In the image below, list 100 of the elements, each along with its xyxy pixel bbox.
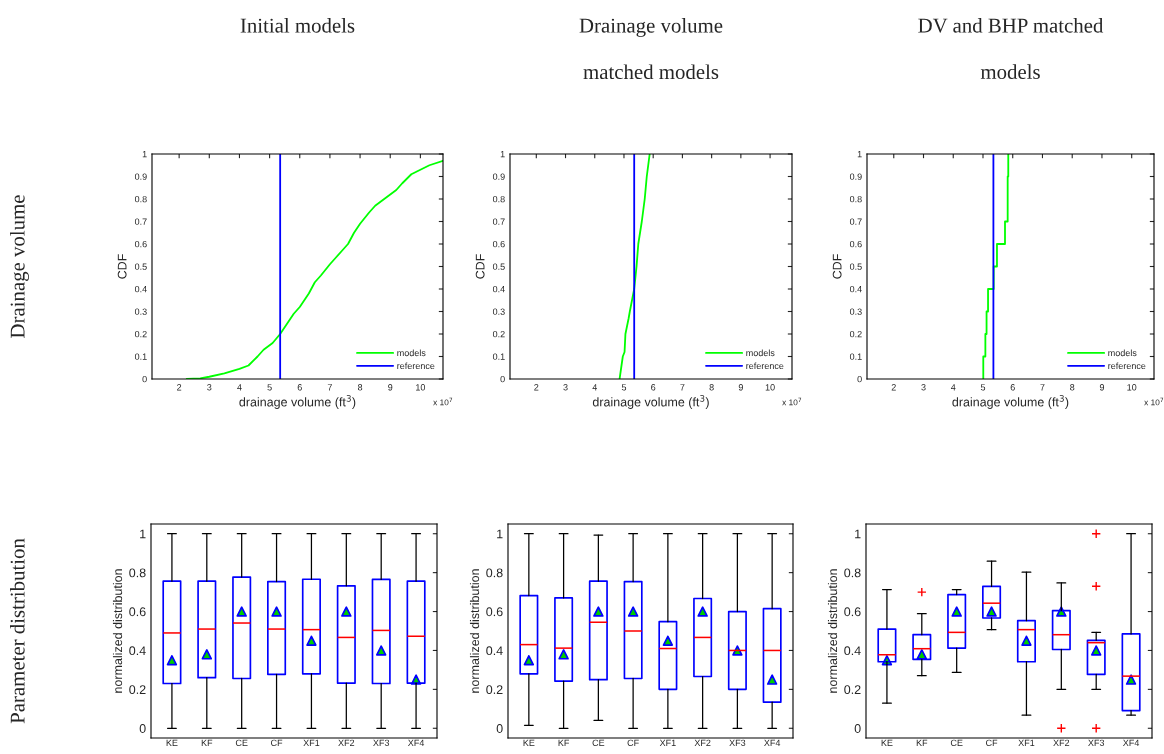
point [662,635,674,646]
y-tick-label: 0.8 [486,568,503,578]
y-tick-label: 0.3 [849,308,862,315]
text: x 10$^{7}$ [433,397,453,406]
y-tick-label: 0.9 [492,173,505,180]
point [271,606,282,617]
y-tick-label: 0.4 [844,646,861,656]
point [341,606,352,617]
y-tick-label: 0.8 [134,195,147,203]
x-tick-label: 5 [621,384,627,391]
y-tick-label: 0.2 [486,685,503,695]
point [558,649,569,660]
point [986,606,997,617]
point [593,606,604,617]
x-tick-label: 10 [1127,384,1137,391]
point [916,649,928,660]
x-tick-label: 8 [1070,384,1075,391]
x-tick-label: 3 [207,384,212,391]
x-tick-label: XF2 [1053,739,1070,746]
x-tick-label: 5 [980,384,986,391]
x-tick-label: 10 [765,384,775,391]
y-tick-label: 0.6 [134,240,147,248]
y-tick-label: 0.1 [492,353,505,360]
y-tick-label: 0.4 [492,285,505,293]
y-tick-label: 0.4 [486,646,503,656]
x-tick-label: KE [166,739,178,746]
y-tick-label: 0.1 [849,353,862,360]
x-tick-label: 5 [267,384,272,391]
y-tick-label: 0.8 [129,568,146,578]
x-tick-label: 8 [357,384,363,391]
point [236,606,247,617]
x-axis-title: drainage volume (ft$^{3}$) [239,395,356,409]
y-axis-title: CDF [117,254,127,279]
x-tick-label: XF4 [408,739,425,746]
x-tick-label: 4 [237,384,242,391]
y-tick-label: 0.5 [492,263,505,270]
y-tick-label: 1 [142,151,147,158]
y-axis-title: normalized distribution [827,569,838,693]
legend-label: models [397,349,426,357]
y-tick-label: 0 [139,724,146,733]
legend-label: models [746,349,775,357]
y-tick-label: 0 [142,375,147,383]
x-tick-label: KF [201,739,213,746]
y-tick-label: 0.6 [492,240,505,248]
y-tick-label: 0.2 [492,330,505,338]
point [766,674,778,685]
x-tick-label: 7 [327,384,332,391]
point [627,606,639,617]
x-tick-label: CE [950,739,963,747]
y-tick-label: 0.2 [129,685,146,695]
y-tick-label: 0.2 [849,330,862,338]
x-tick-label: 7 [1040,384,1045,391]
y-tick-label: 1 [855,529,861,539]
x-tick-label: 9 [1099,384,1105,391]
y-tick-label: 0.9 [134,173,147,180]
x-tick-label: CF [986,739,998,747]
x-tick-label: 10 [416,384,426,391]
x-tick-label: XF4 [764,739,781,746]
point [1125,674,1137,685]
y-tick-label: 0.2 [134,330,147,338]
chart-title: DV and BHP matched models [918,18,1104,80]
point [375,645,387,656]
point [697,606,708,617]
x-tick-label: XF3 [373,739,390,747]
y-tick-label: 0 [854,724,861,733]
x-tick-label: XF4 [1123,739,1140,746]
y-tick-label: 1 [497,529,503,539]
x-tick-label: XF1 [303,739,320,746]
text: x 10$^{7}$ [782,397,802,406]
y-tick-label: 0.5 [134,263,147,270]
x-tick-label: XF2 [694,739,711,746]
x-tick-label: 6 [297,384,302,391]
chart-title: Initial models [240,18,355,33]
y-tick-label: 0.6 [844,607,861,617]
y-tick-label: 1 [500,151,505,158]
x-tick-label: 2 [177,384,182,391]
y-axis-title: CDF [832,254,842,279]
x-tick-label: 9 [738,384,743,391]
y-tick-label: 0.8 [849,195,862,203]
x-tick-label: KF [916,739,928,746]
x-tick-label: CE [592,739,605,747]
y-tick-label: 0.8 [844,568,861,578]
y-tick-label: 1 [857,151,862,158]
x-tick-label: 7 [680,384,685,391]
x-tick-label: XF3 [1088,739,1105,747]
y-axis-title: CDF [475,254,485,279]
point [951,606,962,617]
x-tick-label: KE [523,739,535,746]
y-tick-label: 0.4 [849,285,862,293]
y-tick-label: 0.7 [134,218,147,225]
x-tick-label: 2 [534,384,539,391]
legend-label: reference [746,362,784,370]
y-tick-label: 0.3 [134,308,147,315]
y-tick-label: 0.7 [492,218,505,225]
point [166,654,178,666]
y-tick-label: 1 [140,529,146,539]
line-series [618,154,651,379]
x-tick-label: KE [881,739,893,746]
x-tick-label: 3 [563,384,568,391]
legend-label: reference [1108,362,1146,370]
